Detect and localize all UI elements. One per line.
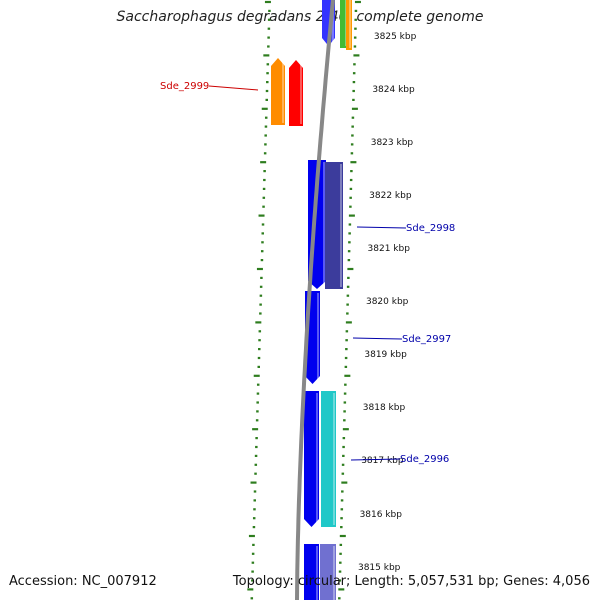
gene-label: Sde_2997 <box>402 334 451 345</box>
kbp-label: 3818 kbp <box>363 403 406 413</box>
gene-label: Sde_2996 <box>400 454 449 465</box>
callout-line <box>352 337 403 340</box>
kbp-label: 3816 kbp <box>360 510 403 520</box>
gene-features <box>271 0 352 600</box>
feature-navy-3822 <box>325 162 343 289</box>
position-labels: 3825 kbp 3824 kbp 3823 kbp 3822 kbp 3821 kbp… <box>358 32 417 573</box>
kbp-label: 3819 kbp <box>364 350 407 360</box>
kbp-label: 3815 kbp <box>358 563 401 573</box>
gene-label: Sde_2999 <box>160 81 209 92</box>
callout-line <box>350 458 401 461</box>
kbp-label: 3820 kbp <box>366 297 409 307</box>
feature-blue-3817 <box>304 391 319 527</box>
feature-lilac-bottom <box>320 544 336 600</box>
feature-orange <box>271 58 285 125</box>
topology-label: Topology: circular; Length: 5,057,531 bp… <box>232 574 590 589</box>
kbp-label: 3825 kbp <box>374 32 417 42</box>
gene-label: Sde_2998 <box>406 223 455 234</box>
feature-orange-top <box>346 0 352 50</box>
backbone-arc <box>295 0 335 600</box>
callout-line <box>208 85 259 91</box>
gene-callouts: Sde_2999 Sde_2998 Sde_2997 Sde_2996 <box>160 81 455 465</box>
kbp-label: 3823 kbp <box>371 138 414 148</box>
feature-red <box>289 60 303 126</box>
tick-marks <box>247 0 361 600</box>
accession-label: Accession: NC_007912 <box>9 574 157 589</box>
genome-backbone <box>295 0 335 600</box>
feature-blue-bottom <box>304 544 319 600</box>
feature-cyan-3817 <box>321 391 336 527</box>
map-title: Saccharophagus degradans 2-40, complete … <box>116 9 484 25</box>
kbp-label: 3817 kbp <box>361 456 404 466</box>
kbp-label: 3822 kbp <box>369 191 412 201</box>
kbp-label: 3821 kbp <box>368 244 411 254</box>
callout-line <box>356 226 407 229</box>
kbp-label: 3824 kbp <box>372 85 415 95</box>
